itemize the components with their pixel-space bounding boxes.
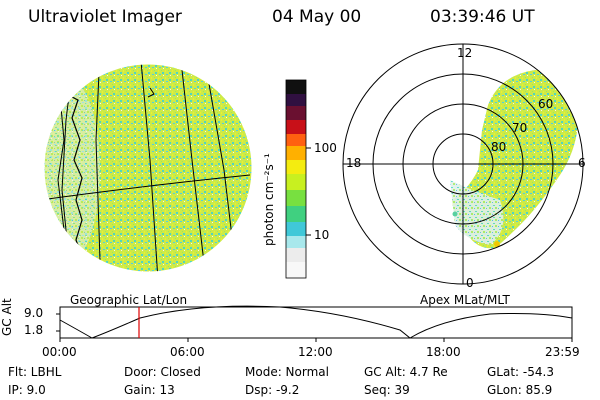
info-ip: IP: 9.0 [8,383,46,397]
right-panel-caption: Apex MLat/MLT [420,293,510,307]
orbit-xtick-2359: 23:59 [545,345,580,359]
orbit-ylabel: GC Alt [0,298,14,336]
info-glon: GLon: 85.9 [487,383,553,397]
info-dsp: Dsp: -9.2 [245,383,300,397]
left-panel-caption: Geographic Lat/Lon [70,293,188,307]
info-flt: Flt: LBHL [8,365,62,379]
mlat-label-60: 60 [538,97,554,111]
orbit-xtick-0000: 00:00 [42,345,77,359]
colorbar-tick-10: 10 [314,228,330,242]
date-label: 04 May 00 [272,7,362,27]
info-seq: Seq: 39 [364,383,410,397]
orbit-ytick-9: 9.0 [24,306,44,320]
info-glat: GLat: -54.3 [487,365,554,379]
mlt-label-0: 0 [466,276,474,290]
orbit-xtick-0600: 06:00 [170,345,205,359]
info-mode: Mode: Normal [245,365,329,379]
colorbar-unit: photon cm⁻²s⁻¹ [262,153,276,246]
polar-plot [342,43,584,285]
info-gcalt: GC Alt: 4.7 Re [364,365,448,379]
colorbar-tick-100: 100 [314,141,337,155]
mlt-label-6: 6 [578,156,586,170]
orbit-xtick-1200: 12:00 [298,345,333,359]
info-door: Door: Closed [124,365,201,379]
colorbar [285,79,311,279]
instrument-title: Ultraviolet Imager [28,7,182,27]
mlat-label-80: 80 [491,140,507,154]
earth-disk [43,63,253,273]
mlt-label-18: 18 [346,156,362,170]
mlat-label-70: 70 [512,121,528,135]
info-gain: Gain: 13 [124,383,175,397]
orbit-xtick-1800: 18:00 [426,345,461,359]
orbit-ytick-1-8: 1.8 [24,323,44,337]
mlt-label-12: 12 [457,46,473,60]
time-label: 03:39:46 UT [430,7,535,27]
orbit-altitude-plot [56,305,573,342]
